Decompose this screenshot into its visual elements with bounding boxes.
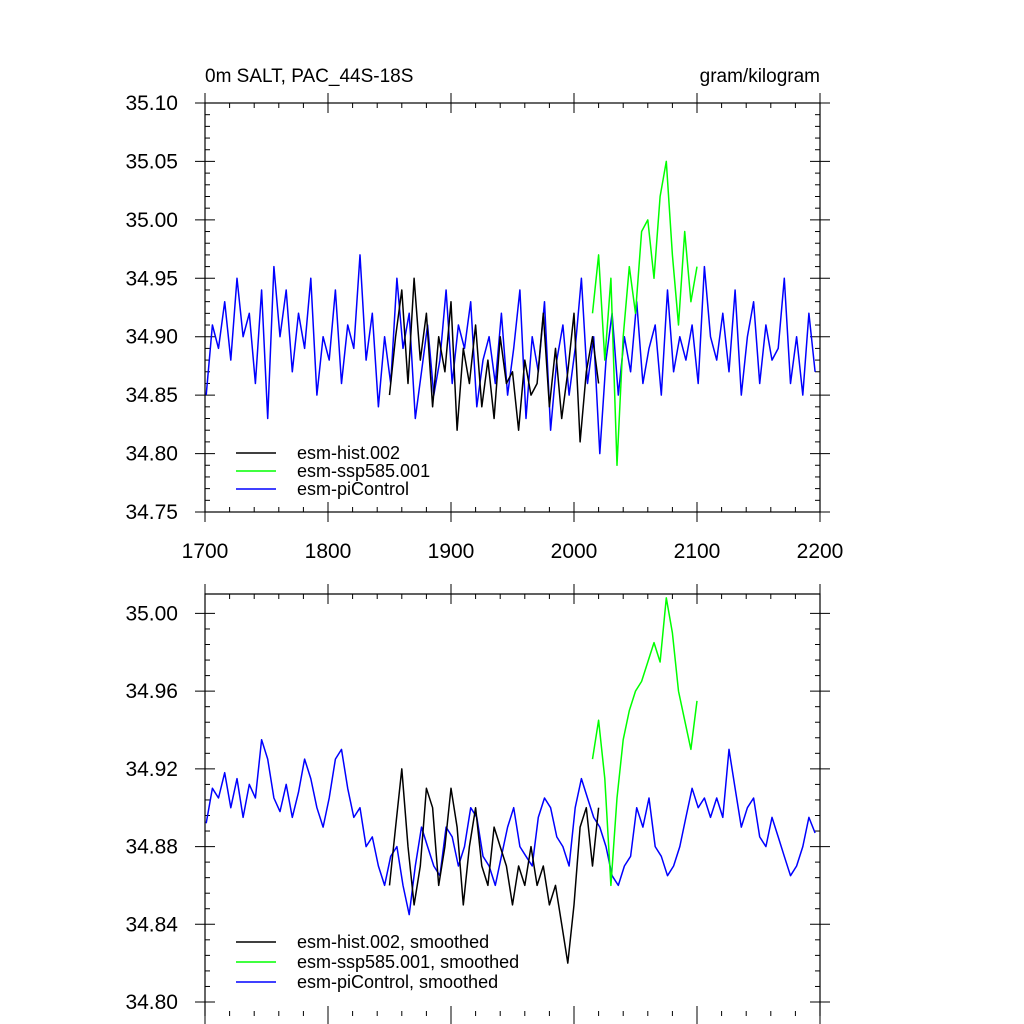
bottom-series-line-esm-ssp585-001 (591, 597, 698, 887)
top-ytick-label-7: 35.10 (125, 92, 178, 115)
bottom-ytick-label-0: 34.80 (125, 991, 178, 1014)
legend-label-picontrol-smoothed: esm-piControl, smoothed (297, 972, 498, 992)
top-panel: 0m SALT, PAC_44S-18S gram/kilogram 34.75… (125, 66, 843, 563)
top-legend: esm-hist.002 esm-ssp585.001 esm-piContro… (236, 443, 430, 499)
bottom-ytick-label-3: 34.92 (125, 758, 178, 781)
top-ytick-label-1: 34.80 (125, 443, 178, 466)
top-xtick-label-5: 2200 (797, 540, 844, 563)
legend-label-picontrol: esm-piControl (297, 479, 409, 499)
top-xtick-label-2: 1900 (428, 540, 475, 563)
top-plot-frame (204, 102, 821, 513)
top-ytick-label-2: 34.85 (125, 384, 178, 407)
legend-label-ssp585-smoothed: esm-ssp585.001, smoothed (297, 952, 519, 972)
top-xtick-label-4: 2100 (674, 540, 721, 563)
top-ytick-label-0: 34.75 (125, 501, 178, 524)
bottom-plot-frame (204, 593, 821, 1016)
top-series-line-esm-hist-002 (388, 277, 600, 443)
top-axis-ticks: 34.75 34.80 34.85 34.90 34.95 35.00 35.05 35.10… (125, 92, 843, 563)
bottom-ytick-label-5: 35.00 (125, 602, 178, 625)
legend-label-hist: esm-hist.002 (297, 443, 400, 463)
bottom-ytick-label-2: 34.88 (125, 836, 178, 859)
bottom-panel: 34.80 34.84 34.88 34.92 34.96 35.00 esm-hist.… (125, 584, 830, 1024)
bottom-legend: esm-hist.002, smoothed esm-ssp585.001, s… (236, 932, 519, 992)
top-series-line-esm-picontrol (205, 254, 816, 455)
top-xtick-label-0: 1700 (182, 540, 229, 563)
bottom-series-line-esm-picontrol (205, 738, 816, 916)
bottom-ytick-label-1: 34.84 (125, 913, 178, 936)
top-series-line-esm-ssp585-001 (591, 160, 698, 467)
top-title-left: 0m SALT, PAC_44S-18S (205, 66, 413, 87)
top-ytick-label-4: 34.95 (125, 267, 178, 290)
legend-label-ssp585: esm-ssp585.001 (297, 461, 430, 481)
top-ytick-label-3: 34.90 (125, 326, 178, 349)
top-xtick-label-1: 1800 (305, 540, 352, 563)
top-series-group (205, 160, 816, 467)
top-ytick-label-6: 35.05 (125, 150, 178, 173)
top-ytick-label-5: 35.00 (125, 209, 178, 232)
bottom-series-group (205, 597, 816, 964)
top-xtick-label-3: 2000 (551, 540, 598, 563)
top-title-right: gram/kilogram (700, 66, 820, 87)
bottom-series-line-esm-hist-002 (388, 768, 600, 964)
bottom-ytick-label-4: 34.96 (125, 680, 178, 703)
legend-label-hist-smoothed: esm-hist.002, smoothed (297, 932, 489, 952)
bottom-axis-ticks: 34.80 34.84 34.88 34.92 34.96 35.00 (125, 584, 830, 1024)
